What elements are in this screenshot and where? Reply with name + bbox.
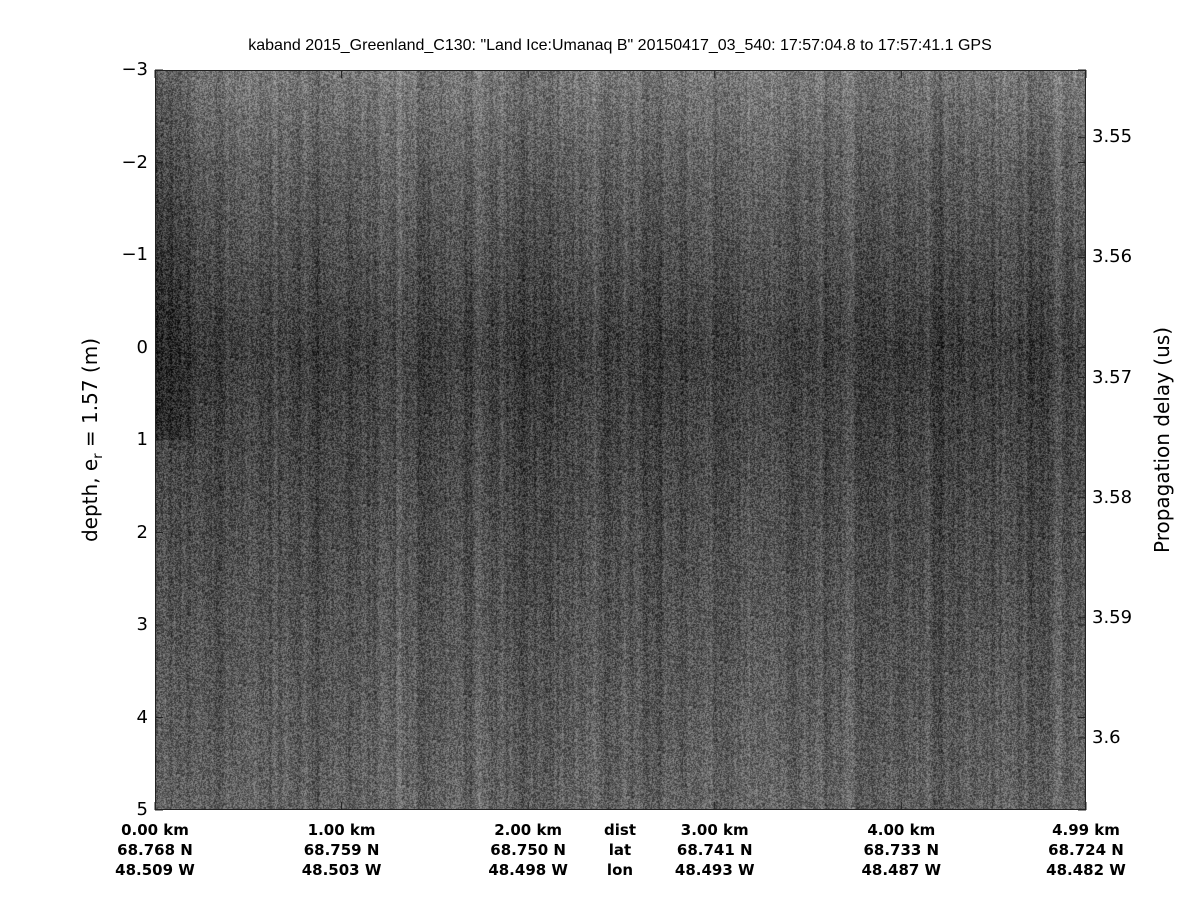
y-axis-label-subscript: r [91, 453, 106, 459]
row-label-dist: dist [604, 821, 636, 839]
dist-tick-label: 4.00 km [867, 821, 936, 839]
dist-tick-label: 4.99 km [1052, 821, 1120, 839]
lon-tick-label: 48.503 W [301, 861, 382, 879]
row-label-lat: lat [608, 841, 632, 859]
lon-tick-label: 48.482 W [1046, 861, 1126, 879]
y-tick-label: −3 [121, 59, 148, 80]
dist-tick-label: 1.00 km [307, 821, 376, 839]
lon-tick-label: 48.509 W [115, 861, 195, 879]
y-axis-label-rest: = 1.57 (m) [78, 337, 102, 454]
lat-tick-label: 68.733 N [863, 841, 940, 859]
y-tick-label: 2 [136, 521, 148, 543]
lat-tick-label: 68.768 N [117, 841, 193, 859]
y-tick-label: 5 [136, 799, 148, 820]
dist-tick-label: 3.00 km [680, 821, 749, 839]
row-label-lon: lon [606, 861, 634, 879]
right-y-tick-label: 3.56 [1092, 246, 1133, 268]
lat-tick-label: 68.759 N [303, 841, 380, 859]
y-tick-label: −1 [121, 244, 148, 265]
lat-tick-label: 68.741 N [676, 841, 753, 859]
right-y-tick-label: 3.59 [1092, 606, 1133, 628]
chart-title: kaband 2015_Greenland_C130: "Land Ice:Um… [248, 37, 992, 54]
lon-tick-label: 48.498 W [488, 861, 568, 879]
right-y-tick-label: 3.55 [1092, 126, 1133, 148]
lon-tick-label: 48.487 W [861, 861, 942, 879]
lat-tick-label: 68.724 N [1048, 841, 1124, 859]
echogram-image [155, 70, 1086, 810]
y-tick-label: 3 [136, 614, 148, 635]
y-tick-label: 0 [136, 336, 148, 358]
right-y-tick-label: 3.6 [1092, 726, 1121, 748]
lat-tick-label: 68.750 N [490, 841, 566, 859]
right-y-tick-label: 3.58 [1092, 486, 1133, 508]
right-y-axis-label: Propagation delay (us) [1150, 326, 1174, 554]
dist-tick-label: 2.00 km [494, 821, 563, 839]
lon-tick-label: 48.493 W [674, 861, 755, 879]
y-axis-label: depth, er = 1.57 (m) [78, 338, 106, 542]
y-tick-label: 4 [136, 706, 148, 728]
dist-tick-label: 0.00 km [121, 821, 189, 839]
y-tick-label: 1 [136, 429, 148, 450]
y-tick-label: −2 [121, 151, 148, 173]
y-axis-label-main: depth, e [78, 458, 102, 543]
right-y-tick-label: 3.57 [1092, 366, 1133, 388]
